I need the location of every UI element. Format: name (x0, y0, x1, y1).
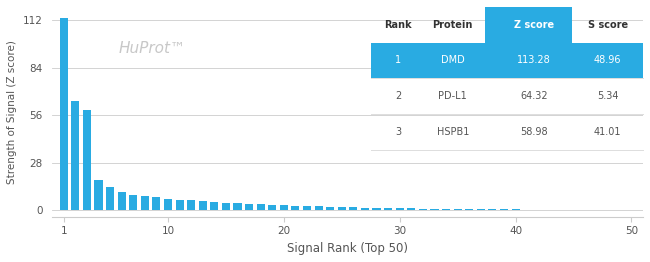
Bar (280, 205, 288, 210)
Bar (268, 205, 276, 210)
Bar (477, 209, 485, 210)
Bar (141, 196, 149, 210)
Bar (488, 209, 497, 210)
Bar (349, 207, 358, 210)
Bar (106, 187, 114, 210)
Bar (233, 203, 242, 210)
Bar (199, 201, 207, 210)
Bar (210, 202, 218, 210)
Bar (222, 203, 230, 210)
Bar (361, 208, 369, 210)
Bar (129, 195, 137, 210)
Bar (419, 209, 427, 210)
Text: 113.28: 113.28 (517, 56, 551, 66)
Bar (176, 200, 183, 210)
Bar (303, 206, 311, 210)
Bar (408, 209, 415, 210)
Bar (512, 209, 519, 210)
Bar (338, 207, 346, 210)
X-axis label: Signal Rank (Top 50): Signal Rank (Top 50) (287, 242, 408, 255)
Text: DMD: DMD (441, 56, 465, 66)
Y-axis label: Strength of Signal (Z score): Strength of Signal (Z score) (7, 40, 17, 184)
Bar (372, 208, 381, 210)
Bar (152, 198, 161, 210)
Bar (245, 204, 253, 210)
Text: HSPB1: HSPB1 (437, 127, 469, 137)
Bar (384, 208, 392, 210)
Bar (118, 192, 125, 210)
Bar (500, 209, 508, 210)
Text: 48.96: 48.96 (594, 56, 621, 66)
Text: 58.98: 58.98 (521, 127, 548, 137)
Text: S score: S score (588, 20, 628, 30)
Bar (94, 179, 103, 210)
Bar (72, 101, 79, 210)
Text: 5.34: 5.34 (597, 91, 618, 101)
Bar (83, 110, 91, 210)
Text: 41.01: 41.01 (594, 127, 621, 137)
Bar (315, 206, 322, 210)
Bar (164, 199, 172, 210)
Text: 64.32: 64.32 (521, 91, 548, 101)
Bar (60, 18, 68, 210)
Text: Protein: Protein (433, 20, 473, 30)
Bar (187, 200, 195, 210)
Text: HuProt™: HuProt™ (119, 41, 186, 56)
Bar (430, 209, 439, 210)
Bar (442, 209, 450, 210)
Bar (465, 209, 473, 210)
Bar (291, 206, 300, 210)
Text: Z score: Z score (514, 20, 554, 30)
Text: 3: 3 (395, 127, 402, 137)
Bar (396, 208, 404, 210)
Text: PD-L1: PD-L1 (438, 91, 467, 101)
Text: 2: 2 (395, 91, 402, 101)
Bar (326, 207, 334, 210)
Bar (454, 209, 462, 210)
Text: 1: 1 (395, 56, 402, 66)
Bar (257, 204, 265, 210)
Text: Rank: Rank (385, 20, 412, 30)
